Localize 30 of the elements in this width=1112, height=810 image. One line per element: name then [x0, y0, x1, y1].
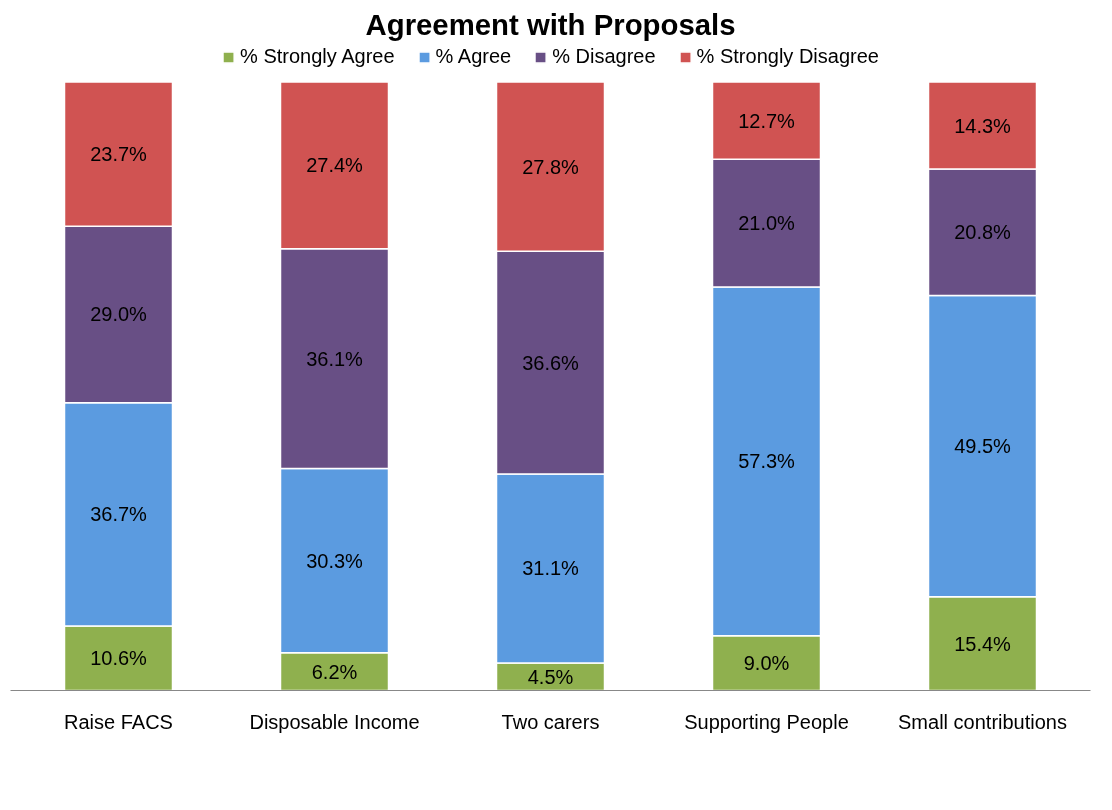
data-label: 27.8%	[522, 155, 580, 178]
data-label: 14.3%	[954, 114, 1012, 137]
chart-title: Agreement with Proposals	[365, 7, 736, 41]
data-label: 27.4%	[306, 154, 364, 177]
x-tick-label: Disposable Income	[249, 710, 420, 733]
x-tick-label: Supporting People	[684, 710, 849, 733]
data-label: 29.0%	[90, 303, 148, 326]
data-label: 6.2%	[311, 660, 358, 683]
data-label: 36.7%	[90, 503, 148, 526]
legend-label: % Agree	[435, 45, 512, 68]
data-label: 57.3%	[738, 450, 796, 473]
x-tick-label: Two carers	[501, 710, 600, 733]
legend-label: % Strongly Agree	[240, 45, 395, 68]
x-tick-label: Raise FACS	[64, 710, 173, 733]
data-label: 23.7%	[90, 143, 148, 166]
legend-label: % Strongly Disagree	[696, 45, 879, 68]
data-label: 12.7%	[738, 109, 796, 132]
data-label: 49.5%	[954, 435, 1012, 458]
data-label: 36.6%	[522, 351, 580, 374]
data-label: 31.1%	[522, 557, 580, 580]
data-label: 36.1%	[306, 347, 364, 370]
data-label: 10.6%	[90, 647, 148, 670]
data-label: 15.4%	[954, 632, 1012, 655]
data-label: 21.0%	[738, 212, 796, 235]
x-tick-label: Small contributions	[898, 710, 1067, 733]
legend-label: % Disagree	[552, 45, 656, 68]
data-label: 20.8%	[954, 221, 1012, 244]
data-label: 9.0%	[743, 652, 790, 675]
data-label: 4.5%	[527, 665, 574, 688]
data-label: 30.3%	[306, 549, 364, 572]
